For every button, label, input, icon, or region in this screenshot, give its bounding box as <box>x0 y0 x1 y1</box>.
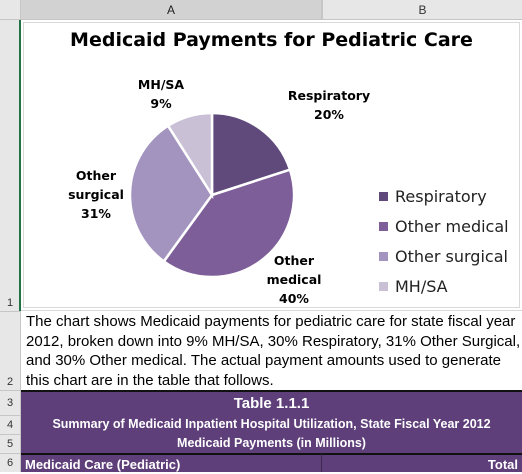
legend-swatch <box>379 251 388 261</box>
column-header-a[interactable]: A <box>21 0 322 20</box>
pie-slice-mh-sa[interactable] <box>166 111 214 200</box>
legend-item-other-medical: Other medical <box>379 211 509 241</box>
table-title: Table 1.1.1 <box>233 395 310 412</box>
pie-slice-respiratory[interactable] <box>210 111 292 197</box>
table-subtitle: Summary of Medicaid Inpatient Hospital U… <box>52 417 491 431</box>
chart-title: Medicaid Payments for Pediatric Care <box>70 29 473 51</box>
row-divider <box>21 310 522 311</box>
row-header-3[interactable]: 3 <box>0 390 21 415</box>
legend-item-respiratory: Respiratory <box>379 181 509 211</box>
total-header-cell[interactable]: Total <box>322 453 522 472</box>
row-header-6[interactable]: 6 <box>0 453 21 472</box>
row-header-2[interactable]: 2 <box>0 311 21 390</box>
slice-label-mh-sa: MH/SA 9% <box>137 77 185 111</box>
row-header-5[interactable]: 5 <box>0 434 21 453</box>
description-cell[interactable]: The chart shows Medicaid payments for pe… <box>26 313 521 389</box>
active-row-indicator <box>19 20 21 311</box>
legend-item-mh-sa: MH/SA <box>379 271 509 301</box>
slice-label-other-surgical: Other surgical 31% <box>68 168 124 221</box>
legend-swatch <box>379 281 388 291</box>
slice-label-respiratory: Respiratory 20% <box>287 88 371 122</box>
table-header-block[interactable]: Table 1.1.1 Summary of Medicaid Inpatien… <box>21 390 522 453</box>
pie-chart-plot <box>128 111 296 279</box>
column-header-b[interactable]: B <box>322 0 522 20</box>
legend-item-other-surgical: Other surgical <box>379 241 509 271</box>
select-all-corner[interactable] <box>0 0 21 20</box>
pie-chart[interactable]: Medicaid Payments for Pediatric Care Res… <box>23 22 520 308</box>
row-header-1[interactable]: 1 <box>0 20 21 311</box>
medicaid-care-header-cell[interactable]: Medicaid Care (Pediatric) <box>21 453 322 472</box>
legend-swatch <box>379 221 388 231</box>
pie-slice-other-medical[interactable] <box>162 168 296 279</box>
chart-legend: Respiratory Other medical Other surgical… <box>379 181 509 301</box>
table-subtitle-2: Medicaid Payments (in Millions) <box>177 436 366 450</box>
pie-slice-other-surgical[interactable] <box>128 124 214 264</box>
slice-label-other-medical: Other medical 40% <box>266 253 322 306</box>
row-header-4[interactable]: 4 <box>0 415 21 434</box>
legend-swatch <box>379 191 388 201</box>
